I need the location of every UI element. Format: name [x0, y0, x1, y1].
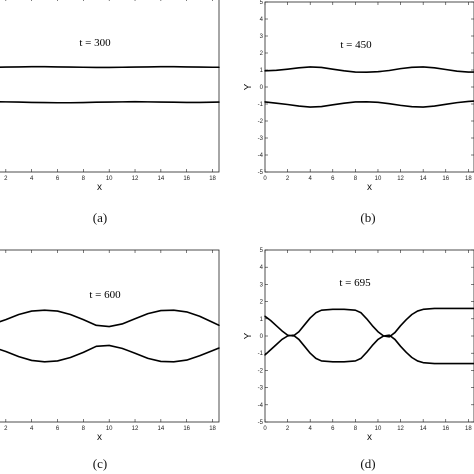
y-tick-label: 4	[260, 17, 264, 23]
x-tick-label: 6	[331, 426, 335, 432]
x-tick-label: 2	[4, 426, 8, 432]
y-tick-label: 3	[260, 282, 264, 288]
x-axis-label: x	[367, 432, 372, 443]
y-tick-label: 2	[260, 51, 264, 57]
x-tick-label: 16	[442, 176, 449, 182]
x-tick-label: 10	[106, 426, 113, 432]
y-axis-label: Y	[243, 332, 254, 339]
x-axis-label: x	[97, 432, 102, 443]
series-line-upper	[264, 66, 474, 74]
x-tick-label: 6	[56, 426, 60, 432]
x-axis-label: x	[367, 182, 372, 193]
plot-frame	[0, 0, 220, 173]
y-tick-label: -5	[258, 420, 264, 426]
y-tick-label: 5	[260, 248, 264, 254]
panel-title: t = 300	[79, 37, 111, 49]
plot-frame	[264, 249, 474, 423]
series-line-lower	[0, 344, 220, 363]
panel-title: t = 695	[339, 277, 371, 289]
x-tick-label: 0	[263, 176, 267, 182]
y-tick-label: -4	[258, 153, 264, 159]
x-tick-label: 18	[209, 426, 216, 432]
x-tick-label: 16	[183, 426, 190, 432]
y-tick-label: 4	[260, 265, 264, 271]
x-tick-label: 12	[132, 426, 139, 432]
y-axis-label: Y	[243, 83, 254, 90]
y-tick-label: 2	[260, 300, 264, 306]
x-tick-label: 2	[286, 426, 290, 432]
y-tick-label: -1	[258, 102, 264, 108]
plot-frame	[264, 1, 474, 173]
plot-frame	[0, 249, 220, 423]
x-tick-label: 16	[183, 176, 190, 182]
x-tick-label: 2	[4, 176, 8, 182]
x-tick-label: 10	[375, 426, 382, 432]
panel-title: t = 600	[89, 289, 121, 301]
x-tick-label: 14	[158, 176, 165, 182]
x-tick-label: 6	[331, 176, 335, 182]
x-tick-label: 4	[30, 426, 34, 432]
y-tick-label: -3	[258, 386, 264, 392]
x-tick-label: 4	[309, 176, 313, 182]
x-tick-label: 18	[209, 176, 216, 182]
x-tick-label: 4	[30, 176, 34, 182]
x-tick-label: 0	[263, 426, 267, 432]
x-tick-label: 12	[397, 176, 404, 182]
panel-title: t = 450	[340, 39, 372, 51]
y-tick-label: 0	[260, 334, 264, 340]
panel-c: 2 4 6 8 10 12 14 16 18 t = 600 x	[0, 249, 220, 443]
y-tick-label: -2	[258, 119, 264, 125]
x-tick-label: 6	[56, 176, 60, 182]
y-tick-label: -5	[258, 170, 264, 176]
x-tick-label: 12	[132, 176, 139, 182]
y-tick-label: -2	[258, 368, 264, 374]
x-tick-label: 8	[354, 426, 358, 432]
x-axis-label: x	[97, 182, 102, 193]
x-tick-label: 10	[106, 176, 113, 182]
caption-d: (d)	[360, 456, 375, 471]
y-tick-label: 1	[260, 68, 264, 74]
x-tick-label: 14	[420, 176, 427, 182]
x-tick-label: 12	[397, 426, 404, 432]
series-line-upper	[264, 307, 474, 338]
y-tick-label: 1	[260, 317, 264, 323]
y-tick-label: 0	[260, 85, 264, 91]
x-tick-label: 8	[354, 176, 358, 182]
y-tick-label: -4	[258, 403, 264, 409]
y-tick-label: -3	[258, 136, 264, 142]
series-line-upper	[0, 65, 220, 69]
series-line-upper	[0, 309, 220, 328]
caption-b: (b)	[360, 210, 375, 225]
y-tick-label: 5	[260, 0, 264, 6]
x-tick-label: 14	[420, 426, 427, 432]
x-tick-label: 8	[82, 176, 86, 182]
y-tick-label: 3	[260, 34, 264, 40]
x-tick-label: 8	[82, 426, 86, 432]
x-tick-label: 18	[465, 426, 472, 432]
panel-a: 2 4 6 8 10 12 14 16 18 t = 300 x	[0, 0, 220, 193]
series-line-lower	[264, 334, 474, 365]
x-tick-label: 18	[465, 176, 472, 182]
x-tick-label: 14	[158, 426, 165, 432]
x-tick-label: 4	[309, 426, 313, 432]
x-tick-label: 10	[375, 176, 382, 182]
caption-a: (a)	[93, 210, 107, 225]
series-line-lower	[0, 100, 220, 104]
caption-c: (c)	[93, 456, 107, 471]
series-line-lower	[264, 100, 474, 108]
x-tick-label: 16	[442, 426, 449, 432]
x-tick-label: 2	[286, 176, 290, 182]
y-tick-label: -1	[258, 351, 264, 357]
